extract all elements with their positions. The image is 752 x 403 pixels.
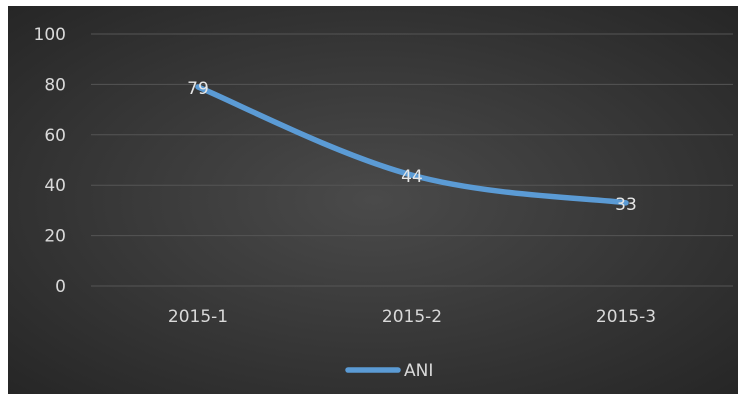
gridlines — [91, 33, 733, 287]
y-axis-tick-labels: 0 20 40 60 80 100 — [34, 25, 66, 297]
series-line-ani — [195, 84, 629, 206]
data-label: 44 — [401, 167, 423, 187]
data-labels: 79 44 33 — [187, 79, 637, 215]
chart-area: 0 20 40 60 80 100 2015-1 2015-2 2015-3 79 44 33 A… — [8, 6, 738, 394]
y-tick-label: 0 — [55, 277, 66, 297]
x-tick-label: 2015-3 — [596, 307, 656, 327]
line-chart: 0 20 40 60 80 100 2015-1 2015-2 2015-3 79 44 33 A… — [34, 25, 733, 381]
legend-label: ANI — [404, 361, 433, 381]
legend: ANI — [345, 361, 433, 381]
y-tick-label: 20 — [44, 227, 66, 247]
data-label: 79 — [187, 79, 209, 99]
x-tick-label: 2015-1 — [168, 307, 228, 327]
y-tick-label: 40 — [44, 176, 66, 196]
y-tick-label: 80 — [44, 75, 66, 95]
y-tick-label: 100 — [34, 25, 66, 45]
x-axis-tick-labels: 2015-1 2015-2 2015-3 — [168, 307, 656, 327]
series-layer — [195, 84, 629, 206]
x-tick-label: 2015-2 — [382, 307, 442, 327]
data-label: 33 — [615, 195, 637, 215]
y-tick-label: 60 — [44, 126, 66, 146]
